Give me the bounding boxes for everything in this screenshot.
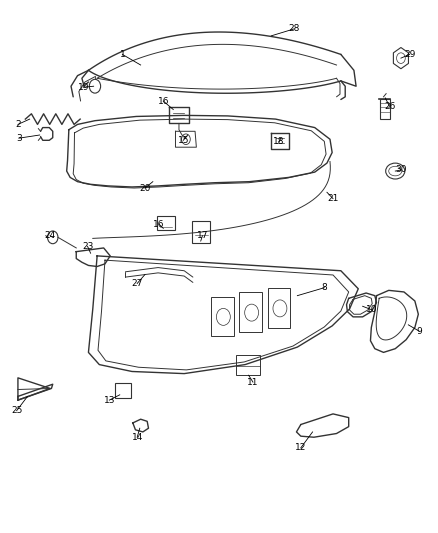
Text: 9: 9 [417, 327, 422, 336]
Bar [157, 216, 175, 230]
Text: 1: 1 [120, 50, 125, 59]
Text: 29: 29 [404, 50, 415, 59]
Text: 16: 16 [158, 96, 169, 106]
Bar [380, 99, 390, 119]
Text: 26: 26 [384, 102, 395, 111]
Text: 23: 23 [82, 242, 93, 251]
Text: 11: 11 [247, 377, 259, 386]
Bar [192, 221, 210, 243]
Text: 28: 28 [288, 25, 300, 34]
Text: 14: 14 [131, 433, 143, 442]
Text: 30: 30 [395, 166, 406, 174]
Text: 20: 20 [139, 183, 151, 192]
Text: 21: 21 [327, 194, 339, 203]
Text: 16: 16 [153, 220, 165, 229]
Text: 2: 2 [15, 120, 21, 129]
Text: 24: 24 [45, 231, 56, 240]
Text: 3: 3 [16, 134, 21, 143]
Text: 27: 27 [131, 279, 143, 288]
Text: 8: 8 [321, 283, 327, 292]
Text: 25: 25 [11, 406, 22, 415]
Text: 13: 13 [103, 395, 115, 405]
Text: 18: 18 [273, 138, 285, 147]
Text: 15: 15 [177, 136, 189, 145]
Bar [237, 355, 260, 375]
Bar [116, 383, 131, 398]
Text: 12: 12 [295, 443, 307, 453]
Text: 17: 17 [197, 231, 208, 240]
Text: 10: 10 [367, 305, 378, 314]
Text: 19: 19 [78, 83, 89, 92]
